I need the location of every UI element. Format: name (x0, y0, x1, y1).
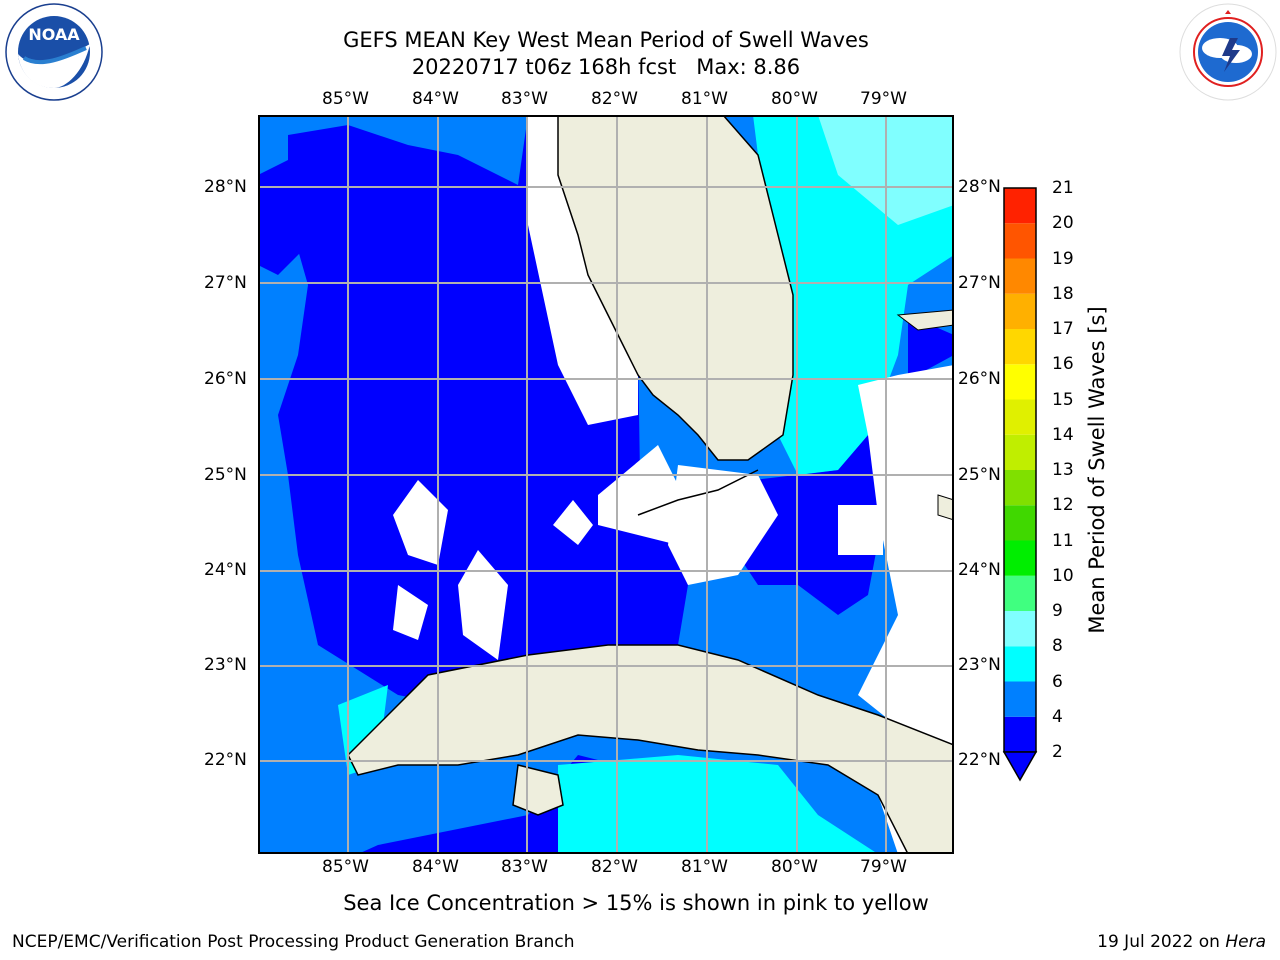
lon-label-top: 83°W (501, 89, 548, 109)
lon-label-top: 85°W (322, 89, 369, 109)
florida-keys (637, 469, 759, 516)
nodata-patch-east (858, 365, 954, 854)
nws-logo-icon (1179, 3, 1277, 101)
graticule (258, 115, 954, 854)
footer-date: 19 Jul 2022 on Hera (1097, 932, 1266, 952)
colorbar-tick-label: 11 (1052, 530, 1074, 551)
lat-label-left: 26°N (204, 369, 247, 389)
nodata-patch (553, 500, 593, 545)
lat-label-right: 22°N (958, 750, 1001, 770)
colorbar-tick-label: 12 (1052, 495, 1074, 516)
colorbar-extend-arrow (1002, 751, 1038, 782)
colorbar-band (1004, 716, 1036, 752)
colorbar-tick-label: 10 (1052, 565, 1074, 586)
lon-label-bottom: 84°W (412, 857, 459, 877)
nodata-patch (458, 550, 508, 660)
colorbar-tick-label: 6 (1052, 671, 1063, 692)
lat-label-right: 25°N (958, 465, 1001, 485)
colorbar-tick-label: 2 (1052, 742, 1063, 762)
footer-credit: NCEP/EMC/Verification Post Processing Pr… (12, 932, 575, 952)
colorbar-band (1004, 611, 1036, 647)
map-title: GEFS MEAN Key West Mean Period of Swell … (343, 28, 869, 52)
colorbar-band (1004, 188, 1036, 224)
noaa-logo-icon: NOAA (5, 3, 103, 101)
colorbar-band (1004, 505, 1036, 541)
map-canvas (258, 115, 954, 854)
lon-label-bottom: 80°W (771, 857, 818, 877)
lat-label-left: 27°N (204, 273, 247, 293)
colorbar-band (1004, 399, 1036, 435)
colorbar-band (1004, 470, 1036, 506)
lat-label-left: 23°N (204, 655, 247, 675)
colorbar-band (1004, 646, 1036, 682)
lon-label-top: 80°W (771, 89, 818, 109)
colorbar-tick-label: 8 (1052, 636, 1063, 657)
lat-label-left: 25°N (204, 465, 247, 485)
bahamas-island (896, 309, 954, 331)
nodata-patch (838, 505, 883, 555)
colorbar-tick-label: 19 (1052, 248, 1074, 269)
lon-label-top: 84°W (412, 89, 459, 109)
lat-label-left: 22°N (204, 750, 247, 770)
nodata-patch (393, 585, 428, 640)
lat-label-right: 28°N (958, 177, 1001, 197)
colorbar-band (1004, 575, 1036, 611)
colorbar-band (1004, 329, 1036, 365)
colorbar-tick-label: 17 (1052, 319, 1074, 339)
colorbar-tick-label: 13 (1052, 460, 1074, 480)
colorbar-tick-label: 21 (1052, 178, 1074, 198)
colorbar-tick-label: 9 (1052, 601, 1063, 621)
colorbar-band (1004, 258, 1036, 294)
colorbar-band (1004, 364, 1036, 400)
map-frame (258, 115, 954, 854)
colorbar-tick-label: 16 (1052, 354, 1074, 375)
lon-label-bottom: 81°W (681, 857, 728, 877)
colorbar-band (1004, 681, 1036, 717)
nodata-coastal-west-florida (528, 115, 638, 425)
colorbar-tick-label: 20 (1052, 213, 1074, 234)
isla-de-la-juventud (512, 764, 564, 816)
swell-region-2-4-bahamas (908, 315, 954, 380)
lat-label-left: 24°N (204, 560, 247, 580)
colorbar-tick-label: 18 (1052, 283, 1074, 304)
lon-label-bottom: 83°W (501, 857, 548, 877)
footer-host: Hera (1225, 932, 1266, 952)
colorbar-label: Mean Period of Swell Waves [s] (1085, 306, 1109, 634)
lat-label-right: 27°N (958, 273, 1001, 293)
colorbar-band (1004, 434, 1036, 470)
lon-label-top: 79°W (860, 89, 907, 109)
lon-label-top: 82°W (591, 89, 638, 109)
colorbar-tick-label: 14 (1052, 424, 1074, 445)
lat-label-left: 28°N (204, 177, 247, 197)
lon-label-bottom: 82°W (591, 857, 638, 877)
lon-label-bottom: 85°W (322, 857, 369, 877)
colorbar-tick-label: 4 (1052, 706, 1063, 727)
lon-label-bottom: 79°W (860, 857, 907, 877)
lat-label-right: 26°N (958, 369, 1001, 389)
sea-ice-note: Sea Ice Concentration > 15% is shown in … (343, 891, 929, 915)
lat-label-right: 23°N (958, 655, 1001, 675)
nodata-patch (393, 480, 448, 565)
lon-label-top: 81°W (681, 89, 728, 109)
noaa-logo-label: NOAA (28, 25, 80, 44)
map-subtitle-forecast: 20220717 t06z 168h fcst Max: 8.86 (411, 55, 801, 79)
colorbar-band (1004, 540, 1036, 576)
colorbar-band (1004, 223, 1036, 259)
bahamas-island (937, 494, 954, 521)
colorbar-band (1004, 293, 1036, 329)
colorbar-tick-label: 15 (1052, 389, 1074, 410)
swell-region-2-4-west (258, 155, 318, 275)
colorbar (1002, 187, 1038, 782)
footer-date-text: 19 Jul 2022 on (1097, 932, 1226, 952)
lat-label-right: 24°N (958, 560, 1001, 580)
